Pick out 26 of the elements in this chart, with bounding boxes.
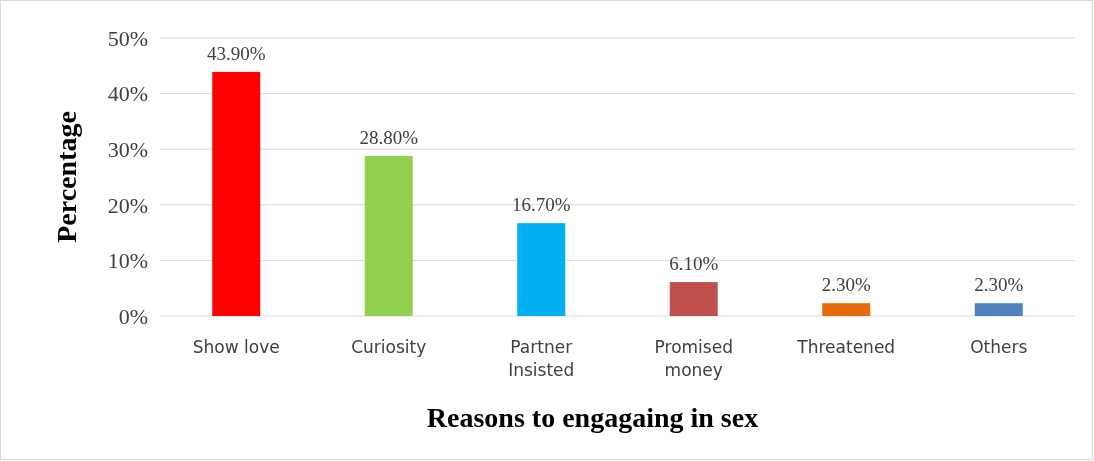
y-axis-title: Percentage [51, 111, 82, 243]
x-tick-label: Threatened [796, 337, 896, 357]
x-tick-label: Curiosity [351, 337, 427, 357]
x-axis-title: Reasons to engagaing in sex [426, 402, 759, 433]
y-tick-label: 50% [107, 25, 148, 51]
x-tick-label: Partner Insisted [508, 337, 575, 380]
bar [974, 303, 1023, 316]
data-label: 2.30% [821, 274, 871, 296]
y-tick-label: 30% [107, 136, 148, 162]
data-label: 6.10% [669, 253, 719, 275]
y-tick-label: 40% [107, 81, 148, 107]
data-label: 28.80% [359, 126, 419, 148]
bar [669, 282, 718, 316]
y-tick-label: 10% [107, 248, 148, 274]
y-tick-label: 0% [118, 303, 148, 329]
data-label: 43.90% [206, 42, 266, 64]
bar [364, 155, 413, 316]
x-tick-label: Others [970, 337, 1028, 357]
x-tick-label: Show love [192, 337, 280, 357]
x-tick-label: Promised money [654, 337, 733, 380]
bar [517, 223, 566, 316]
data-label: 16.70% [511, 194, 571, 216]
bar [212, 71, 261, 316]
data-label: 2.30% [974, 274, 1024, 296]
y-tick-label: 20% [107, 192, 148, 218]
bar [822, 303, 871, 316]
